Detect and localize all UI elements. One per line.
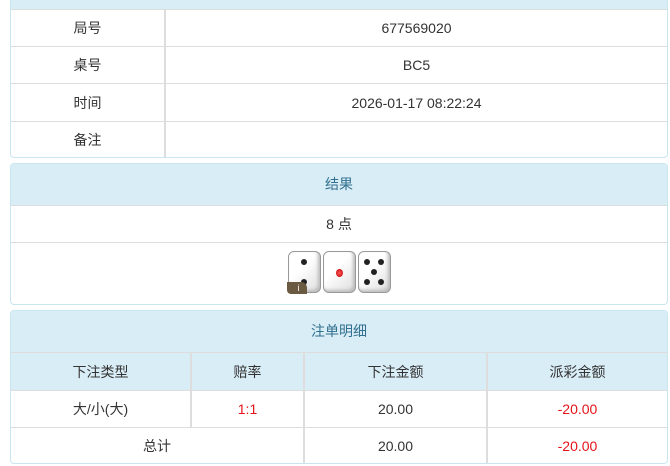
bet-amount: 20.00	[303, 390, 487, 428]
result-panel: 结果 8 点 i	[10, 163, 668, 305]
bet-details-panel: 注单明细 下注类型 赔率 下注金额 派彩金额 大/小(大) 1:1 20.00 …	[10, 310, 668, 464]
label: 备注	[11, 121, 165, 157]
table-number: BC5	[164, 46, 667, 84]
payout: -20.00	[486, 390, 667, 428]
info-header	[11, 0, 667, 9]
odds: 1:1	[190, 390, 304, 428]
result-points: 8 点	[11, 205, 667, 242]
info-row-remark: 备注	[11, 121, 667, 157]
info-row-table: 桌号 BC5	[11, 46, 667, 84]
dice-row: i	[11, 242, 667, 304]
die-2-icon: i	[286, 251, 321, 294]
label: 局号	[11, 9, 165, 47]
col-odds: 赔率	[190, 352, 304, 391]
info-row-round: 局号 677569020	[11, 9, 667, 47]
bet-header-row: 下注类型 赔率 下注金额 派彩金额	[11, 352, 667, 391]
die-pip	[364, 259, 371, 265]
time-value: 2026-01-17 08:22:24	[164, 83, 667, 122]
remark-value	[164, 121, 667, 157]
die-pip	[364, 279, 371, 285]
col-bet-amount: 下注金额	[303, 352, 487, 391]
round-info-panel: 局号 677569020 桌号 BC5 时间 2026-01-17 08:22:24 …	[10, 0, 668, 158]
col-bet-type: 下注类型	[11, 352, 191, 391]
info-table: 局号 677569020 桌号 BC5 时间 2026-01-17 08:22:24 …	[11, 9, 667, 157]
table-row: 大/小(大) 1:1 20.00 -20.00	[11, 390, 667, 428]
info-row-time: 时间 2026-01-17 08:22:24	[11, 83, 667, 122]
die-1-icon	[322, 251, 356, 293]
die-pip	[377, 279, 384, 285]
label: 桌号	[11, 46, 165, 84]
info-badge[interactable]: i	[286, 282, 307, 294]
result-title: 结果	[11, 164, 667, 205]
col-payout: 派彩金额	[486, 352, 667, 391]
bet-type: 大/小(大)	[11, 390, 191, 428]
total-payout: -20.00	[486, 427, 667, 463]
label: 时间	[11, 83, 165, 122]
bet-details-title: 注单明细	[11, 311, 667, 352]
round-number: 677569020	[164, 9, 667, 47]
die-pip	[377, 259, 384, 265]
total-amount: 20.00	[303, 427, 487, 463]
die-5-icon	[357, 251, 391, 293]
die-pip	[336, 269, 343, 277]
total-row: 总计 20.00 -20.00	[11, 427, 667, 463]
die-pip	[371, 269, 377, 275]
total-label: 总计	[11, 427, 304, 463]
die-pip	[301, 259, 307, 265]
bet-table: 下注类型 赔率 下注金额 派彩金额 大/小(大) 1:1 20.00 -20.0…	[11, 352, 667, 463]
